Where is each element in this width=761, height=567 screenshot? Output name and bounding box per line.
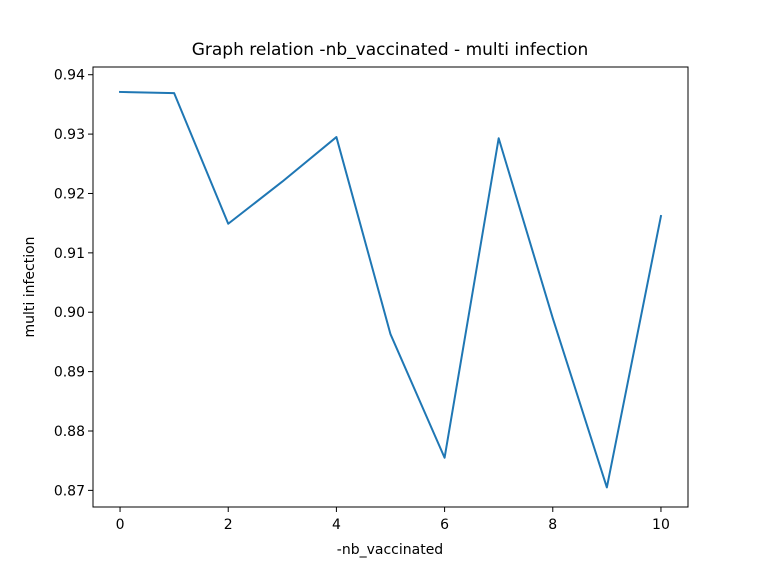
x-tick-label: 4 [332, 517, 341, 533]
x-tick-label: 10 [652, 517, 670, 533]
y-tick-label: 0.94 [54, 68, 85, 84]
y-tick-label: 0.88 [54, 424, 85, 440]
y-axis-label: multi infection [22, 236, 38, 337]
plot-area: 0 2 4 6 8 10 0.87 0.88 0.89 0.90 0.91 0.92 0.93 0.94 [54, 66, 689, 533]
x-axis-label: -nb_vaccinated [337, 542, 443, 558]
x-tick-label: 6 [440, 517, 449, 533]
chart-title: Graph relation -nb_vaccinated - multi in… [192, 40, 589, 60]
x-tick-label: 8 [548, 517, 557, 533]
y-tick-label: 0.93 [54, 127, 85, 143]
x-tick-label: 0 [116, 517, 125, 533]
x-tick-label: 2 [224, 517, 233, 533]
series-line-0 [119, 90, 663, 489]
y-tick-label: 0.92 [54, 186, 85, 202]
y-tick-label: 0.91 [54, 246, 85, 262]
y-tick-label: 0.87 [54, 483, 85, 499]
y-tick-label: 0.90 [54, 305, 85, 321]
axes-frame [92, 66, 689, 508]
y-tick-label: 0.89 [54, 365, 85, 381]
